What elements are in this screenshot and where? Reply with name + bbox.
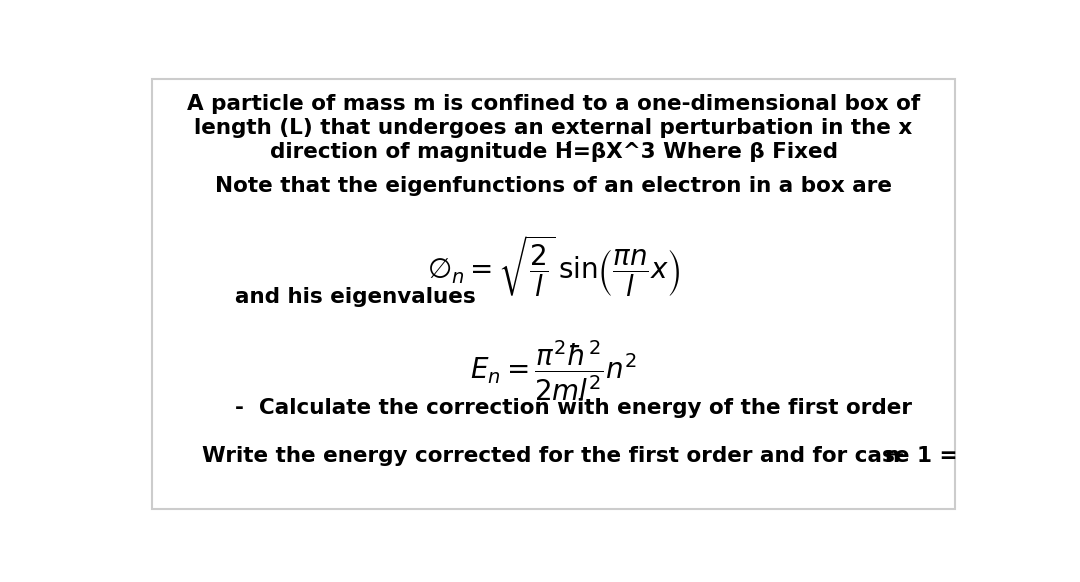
- FancyBboxPatch shape: [151, 79, 956, 509]
- Text: and his eigenvalues: and his eigenvalues: [235, 287, 476, 307]
- Text: A particle of mass m is confined to a one-dimensional box of: A particle of mass m is confined to a on…: [187, 94, 920, 115]
- Text: $E_n = \dfrac{\pi^2\hbar^2}{2ml^2}n^2$: $E_n = \dfrac{\pi^2\hbar^2}{2ml^2}n^2$: [470, 339, 637, 403]
- Text: Note that the eigenfunctions of an electron in a box are: Note that the eigenfunctions of an elect…: [215, 176, 892, 197]
- Text: n: n: [885, 446, 900, 466]
- Text: Write the energy corrected for the first order and for case 1 =: Write the energy corrected for the first…: [202, 446, 964, 466]
- Text: direction of magnitude H́=βX^3 Where β Fixed: direction of magnitude H́=βX^3 Where β F…: [270, 141, 837, 162]
- Text: $\emptyset_n = \sqrt{\dfrac{2}{l}}\,\sin\!\left(\dfrac{\pi n}{l}x\right)$: $\emptyset_n = \sqrt{\dfrac{2}{l}}\,\sin…: [427, 233, 680, 299]
- Text: -  Calculate the correction with energy of the first order: - Calculate the correction with energy o…: [235, 398, 913, 418]
- Text: length (L) that undergoes an external perturbation in the x: length (L) that undergoes an external pe…: [194, 118, 913, 138]
